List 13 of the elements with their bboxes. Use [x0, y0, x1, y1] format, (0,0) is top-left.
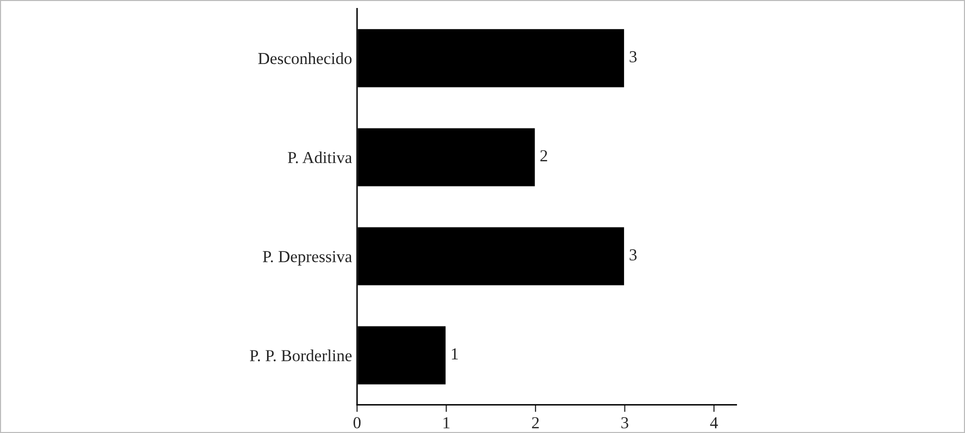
y-tick-label: P. P. Borderline [250, 350, 352, 362]
data-label: 2 [540, 150, 548, 162]
y-tick-label: P. Aditiva [288, 151, 352, 164]
x-tick-label: 3 [621, 417, 628, 428]
x-tick-label: 2 [532, 417, 539, 428]
data-label: 3 [630, 249, 637, 260]
y-tick-label: P. Depressiva [262, 251, 352, 266]
y-tick-label: Desconhecido [258, 52, 352, 64]
x-tick-label: 4 [710, 417, 718, 428]
x-tick-label: 1 [444, 417, 450, 428]
data-label: 1 [452, 348, 458, 360]
x-tick-label: 0 [354, 417, 361, 428]
data-label: 3 [630, 51, 637, 62]
